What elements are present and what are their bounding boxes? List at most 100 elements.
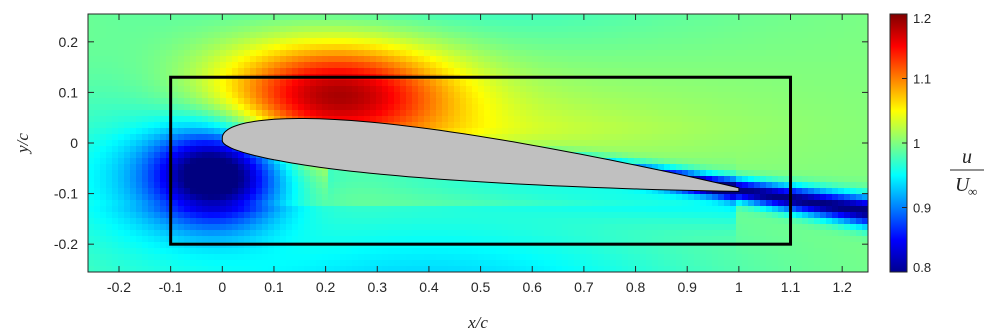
field-cell (298, 32, 305, 39)
field-cell (610, 260, 617, 267)
field-cell (688, 62, 695, 69)
field-cell (100, 38, 107, 45)
field-cell (622, 20, 629, 27)
field-cell (244, 116, 251, 123)
field-cell (292, 62, 299, 69)
field-cell (592, 230, 599, 237)
field-cell (514, 110, 521, 117)
field-cell (688, 260, 695, 267)
field-cell (694, 158, 701, 165)
field-cell (100, 188, 107, 195)
field-cell (412, 122, 419, 129)
field-cell (364, 32, 371, 39)
field-cell (460, 212, 467, 219)
field-cell (100, 62, 107, 69)
field-cell (640, 140, 647, 147)
field-cell (280, 86, 287, 93)
field-cell (442, 14, 449, 21)
field-cell (598, 224, 605, 231)
field-cell (256, 236, 263, 243)
field-cell (268, 218, 275, 225)
field-cell (448, 200, 455, 207)
field-cell (376, 116, 383, 123)
field-cell (448, 266, 455, 272)
field-cell (196, 32, 203, 39)
field-cell (604, 260, 611, 267)
field-cell (538, 122, 545, 129)
field-cell (88, 98, 95, 105)
field-cell (256, 62, 263, 69)
field-cell (274, 110, 281, 117)
field-cell (370, 236, 377, 243)
field-cell (250, 248, 257, 255)
field-cell (226, 236, 233, 243)
field-cell (220, 200, 227, 207)
field-cell (520, 20, 527, 27)
field-cell (604, 254, 611, 261)
field-cell (514, 32, 521, 39)
field-cell (694, 86, 701, 93)
field-cell (520, 44, 527, 51)
field-cell (142, 188, 149, 195)
field-cell (778, 236, 785, 243)
field-cell (322, 182, 329, 189)
field-cell (754, 200, 761, 207)
field-cell (718, 146, 725, 153)
field-cell (124, 98, 131, 105)
field-cell (748, 254, 755, 261)
field-cell (322, 92, 329, 99)
field-cell (118, 32, 125, 39)
field-cell (394, 14, 401, 21)
field-cell (226, 260, 233, 267)
field-cell (670, 92, 677, 99)
field-cell (742, 206, 749, 213)
field-cell (436, 14, 443, 21)
field-cell (568, 146, 575, 153)
field-cell (406, 194, 413, 201)
field-cell (436, 236, 443, 243)
field-cell (664, 248, 671, 255)
field-cell (94, 44, 101, 51)
field-cell (94, 248, 101, 255)
field-cell (124, 14, 131, 21)
field-cell (544, 236, 551, 243)
field-cell (334, 62, 341, 69)
field-cell (658, 38, 665, 45)
field-cell (400, 44, 407, 51)
field-cell (388, 44, 395, 51)
field-cell (346, 26, 353, 33)
field-cell (460, 26, 467, 33)
field-cell (730, 110, 737, 117)
field-cell (640, 44, 647, 51)
field-cell (88, 158, 95, 165)
field-cell (430, 248, 437, 255)
field-cell (394, 50, 401, 57)
field-cell (280, 38, 287, 45)
field-cell (112, 158, 119, 165)
field-cell (724, 50, 731, 57)
field-cell (442, 206, 449, 213)
field-cell (94, 254, 101, 261)
field-cell (106, 98, 113, 105)
field-cell (472, 26, 479, 33)
field-cell (304, 80, 311, 87)
field-cell (748, 68, 755, 75)
field-cell (706, 122, 713, 129)
field-cell (664, 92, 671, 99)
field-cell (712, 230, 719, 237)
field-cell (382, 182, 389, 189)
field-cell (532, 50, 539, 57)
field-cell (400, 176, 407, 183)
field-cell (118, 182, 125, 189)
field-cell (694, 134, 701, 141)
field-cell (298, 188, 305, 195)
field-cell (664, 56, 671, 63)
field-cell (538, 80, 545, 87)
field-cell (682, 14, 689, 21)
field-cell (694, 260, 701, 267)
field-cell (328, 98, 335, 105)
field-cell (220, 266, 227, 272)
field-cell (190, 32, 197, 39)
field-cell (544, 38, 551, 45)
